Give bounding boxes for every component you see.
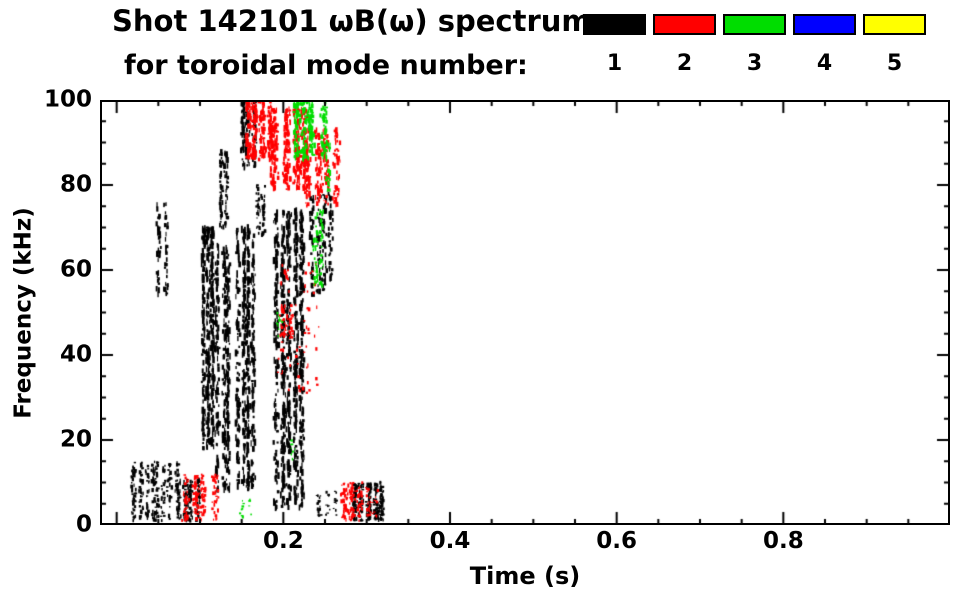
plot-canvas: [100, 100, 950, 525]
y-tick-label: 100: [43, 86, 92, 113]
legend-swatch: [653, 14, 716, 35]
y-tick-label: 60: [59, 256, 92, 283]
legend-entry: 3: [723, 14, 786, 75]
legend-entry: 1: [583, 14, 646, 75]
legend: 1 2 3 4 5: [583, 14, 926, 75]
y-tick-label: 20: [59, 426, 92, 453]
legend-swatch: [583, 14, 646, 35]
x-tick-label: 0.6: [596, 528, 638, 554]
y-tick-label: 0: [75, 511, 92, 538]
legend-mode-number: 4: [816, 51, 833, 76]
y-tick-label: 40: [59, 341, 92, 368]
x-axis-label: Time (s): [469, 562, 581, 590]
x-tick-label: 0.2: [262, 528, 304, 554]
chart-title: Shot 142101 ωB(ω) spectrum: [112, 4, 592, 38]
legend-mode-number: 2: [676, 51, 693, 76]
legend-mode-number: 3: [746, 51, 763, 76]
legend-mode-number: 1: [606, 51, 623, 76]
legend-entry: 2: [653, 14, 716, 75]
chart-subtitle: for toroidal mode number:: [124, 50, 528, 81]
legend-swatch: [793, 14, 856, 35]
y-axis-label: Frequency (kHz): [10, 207, 37, 419]
y-tick-labels: 0 20 40 60 80 100: [40, 88, 92, 536]
legend-swatch: [723, 14, 786, 35]
legend-mode-number: 5: [886, 51, 903, 76]
legend-entry: 5: [863, 14, 926, 75]
y-tick-label: 80: [59, 171, 92, 198]
legend-entry: 4: [793, 14, 856, 75]
x-tick-label: 0.8: [762, 528, 804, 554]
x-tick-labels: 0.2 0.4 0.6 0.8: [100, 530, 950, 558]
legend-swatch: [863, 14, 926, 35]
x-tick-label: 0.4: [429, 528, 471, 554]
